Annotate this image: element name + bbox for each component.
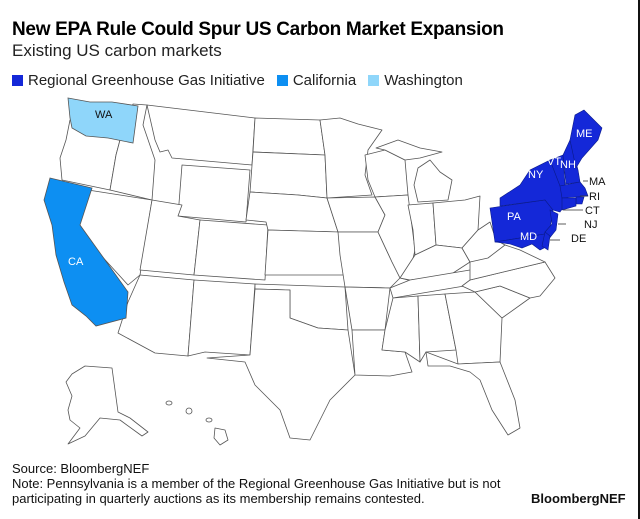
- state-wy: [177, 164, 251, 223]
- state-al: [417, 293, 457, 363]
- state-wa: [67, 97, 139, 144]
- state-mt: [146, 104, 256, 166]
- state-nd: [252, 117, 326, 156]
- label-nh: NH: [560, 159, 576, 171]
- state-az: [117, 274, 195, 357]
- label-de: DE: [571, 233, 586, 245]
- label-ri: RI: [589, 191, 600, 203]
- state-mi-upper: [375, 139, 443, 161]
- label-nj: NJ: [584, 219, 597, 231]
- state-nh: [562, 139, 581, 185]
- chart-subtitle: Existing US carbon markets: [12, 41, 222, 60]
- legend-swatch-rggi: [12, 75, 23, 86]
- label-ny: NY: [528, 169, 544, 181]
- label-me: ME: [576, 128, 593, 140]
- state-hi-1: [165, 400, 173, 406]
- footnote: Note: Pennsylvania is a member of the Re…: [12, 476, 501, 506]
- state-ak: [65, 365, 149, 445]
- legend-label-washington: Washington: [384, 72, 463, 89]
- state-hi-4: [213, 427, 229, 446]
- legend-swatch-washington: [368, 75, 380, 86]
- brand-logo: BloombergNEF: [531, 491, 626, 506]
- label-wa: WA: [95, 109, 113, 121]
- label-ct: CT: [585, 205, 600, 217]
- state-sd: [249, 151, 328, 199]
- image-border: [638, 0, 640, 519]
- state-co: [193, 219, 269, 281]
- label-pa: PA: [507, 211, 522, 223]
- legend: Regional Greenhouse Gas Initiative Calif…: [12, 72, 475, 89]
- source-note: Source: BloombergNEF: [12, 461, 150, 476]
- state-mi-lower: [413, 159, 453, 203]
- state-ct: [561, 197, 577, 211]
- label-md: MD: [520, 231, 537, 243]
- label-vt: VT: [547, 156, 561, 168]
- state-wv: [461, 221, 506, 263]
- chart-title: New EPA Rule Could Spur US Carbon Market…: [12, 19, 504, 40]
- state-nm: [187, 279, 256, 357]
- legend-item-rggi: Regional Greenhouse Gas Initiative: [12, 72, 265, 89]
- legend-item-california: California: [276, 72, 357, 89]
- legend-swatch-california: [276, 75, 288, 86]
- label-ma: MA: [589, 176, 606, 188]
- state-de: [541, 231, 551, 251]
- state-hi-2: [185, 407, 193, 415]
- us-map: WA CA NY PA MD VT NH ME MA RI CT NJ DE: [43, 97, 606, 446]
- state-me: [569, 109, 603, 169]
- state-ar: [344, 286, 391, 331]
- state-fl: [425, 351, 521, 436]
- legend-label-rggi: Regional Greenhouse Gas Initiative: [28, 72, 265, 89]
- legend-item-washington: Washington: [368, 72, 463, 89]
- label-ca: CA: [68, 256, 84, 268]
- legend-label-california: California: [292, 72, 357, 89]
- state-hi-3: [205, 417, 213, 423]
- state-nc: [461, 261, 556, 299]
- state-ri: [575, 196, 585, 205]
- state-ks: [264, 229, 346, 276]
- state-tx: [206, 288, 356, 441]
- state-ca: [43, 177, 129, 327]
